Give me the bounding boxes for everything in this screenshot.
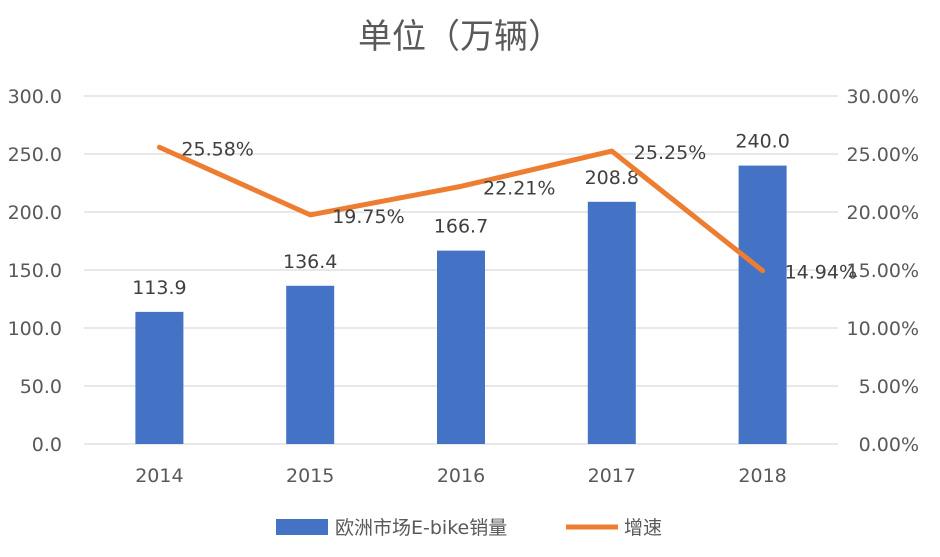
bar-2017 [587,201,636,444]
left-axis-tick-label: 150.0 [8,260,62,282]
right-axis-tick-label: 0.00% [859,434,919,456]
bar-data-label: 136.4 [283,251,337,273]
line-data-label: 22.21% [483,177,555,199]
left-axis-tick-label: 200.0 [8,202,62,224]
right-axis-tick-label: 15.00% [847,260,919,282]
bar-data-label: 166.7 [434,216,488,238]
bar-2014 [135,311,184,444]
bar-data-label: 240.0 [735,131,789,153]
bar-2016 [437,250,485,444]
legend-bar-swatch [276,519,328,535]
right-axis-tick-label: 10.00% [847,318,919,340]
x-axis-tick-label: 2018 [738,465,786,487]
left-axis-tick-labels: 0.0 50.0 100.0 150.0 200.0 250.0 300.0 [8,86,62,456]
left-axis-tick-label: 50.0 [20,376,62,398]
bar-data-label: 208.8 [585,167,639,189]
right-axis-tick-label: 20.00% [847,202,919,224]
line-data-label: 19.75% [332,206,404,228]
line-series [156,144,766,274]
x-axis-tick-label: 2016 [437,465,485,487]
bar-data-label: 113.9 [132,277,186,299]
right-axis-tick-label: 30.00% [847,86,919,108]
right-axis-tick-label: 5.00% [859,376,919,398]
chart-title: 单位（万辆） [358,17,562,57]
left-axis-tick-label: 250.0 [8,144,62,166]
bar-2015 [286,285,335,444]
legend-bar-label: 欧洲市场E-bike销量 [335,517,507,539]
bar-series [135,165,787,444]
left-axis-tick-label: 0.0 [32,434,62,456]
line-data-label: 25.58% [181,138,253,160]
legend-line-label: 增速 [624,517,662,539]
bar-data-labels: 113.9 136.4 166.7 208.8 240.0 [132,131,790,299]
x-axis-tick-label: 2015 [286,465,334,487]
legend: 欧洲市场E-bike销量 增速 [276,517,662,539]
right-axis-tick-label: 25.00% [847,144,919,166]
left-axis-tick-label: 300.0 [8,86,62,108]
right-axis-tick-labels: 0.00% 5.00% 10.00% 15.00% 20.00% 25.00% 30.00% [847,86,919,456]
left-axis-tick-label: 100.0 [8,318,62,340]
line-data-label: 14.94% [785,262,857,284]
line-data-label: 25.25% [634,142,706,164]
x-axis-tick-labels: 2014 2015 2016 2017 2018 [135,465,787,487]
line-data-labels: 25.58% 19.75% 22.21% 25.25% 14.94% [181,138,857,283]
x-axis-tick-label: 2017 [588,465,636,487]
x-axis-tick-label: 2014 [135,465,183,487]
bar-2018 [738,165,787,444]
